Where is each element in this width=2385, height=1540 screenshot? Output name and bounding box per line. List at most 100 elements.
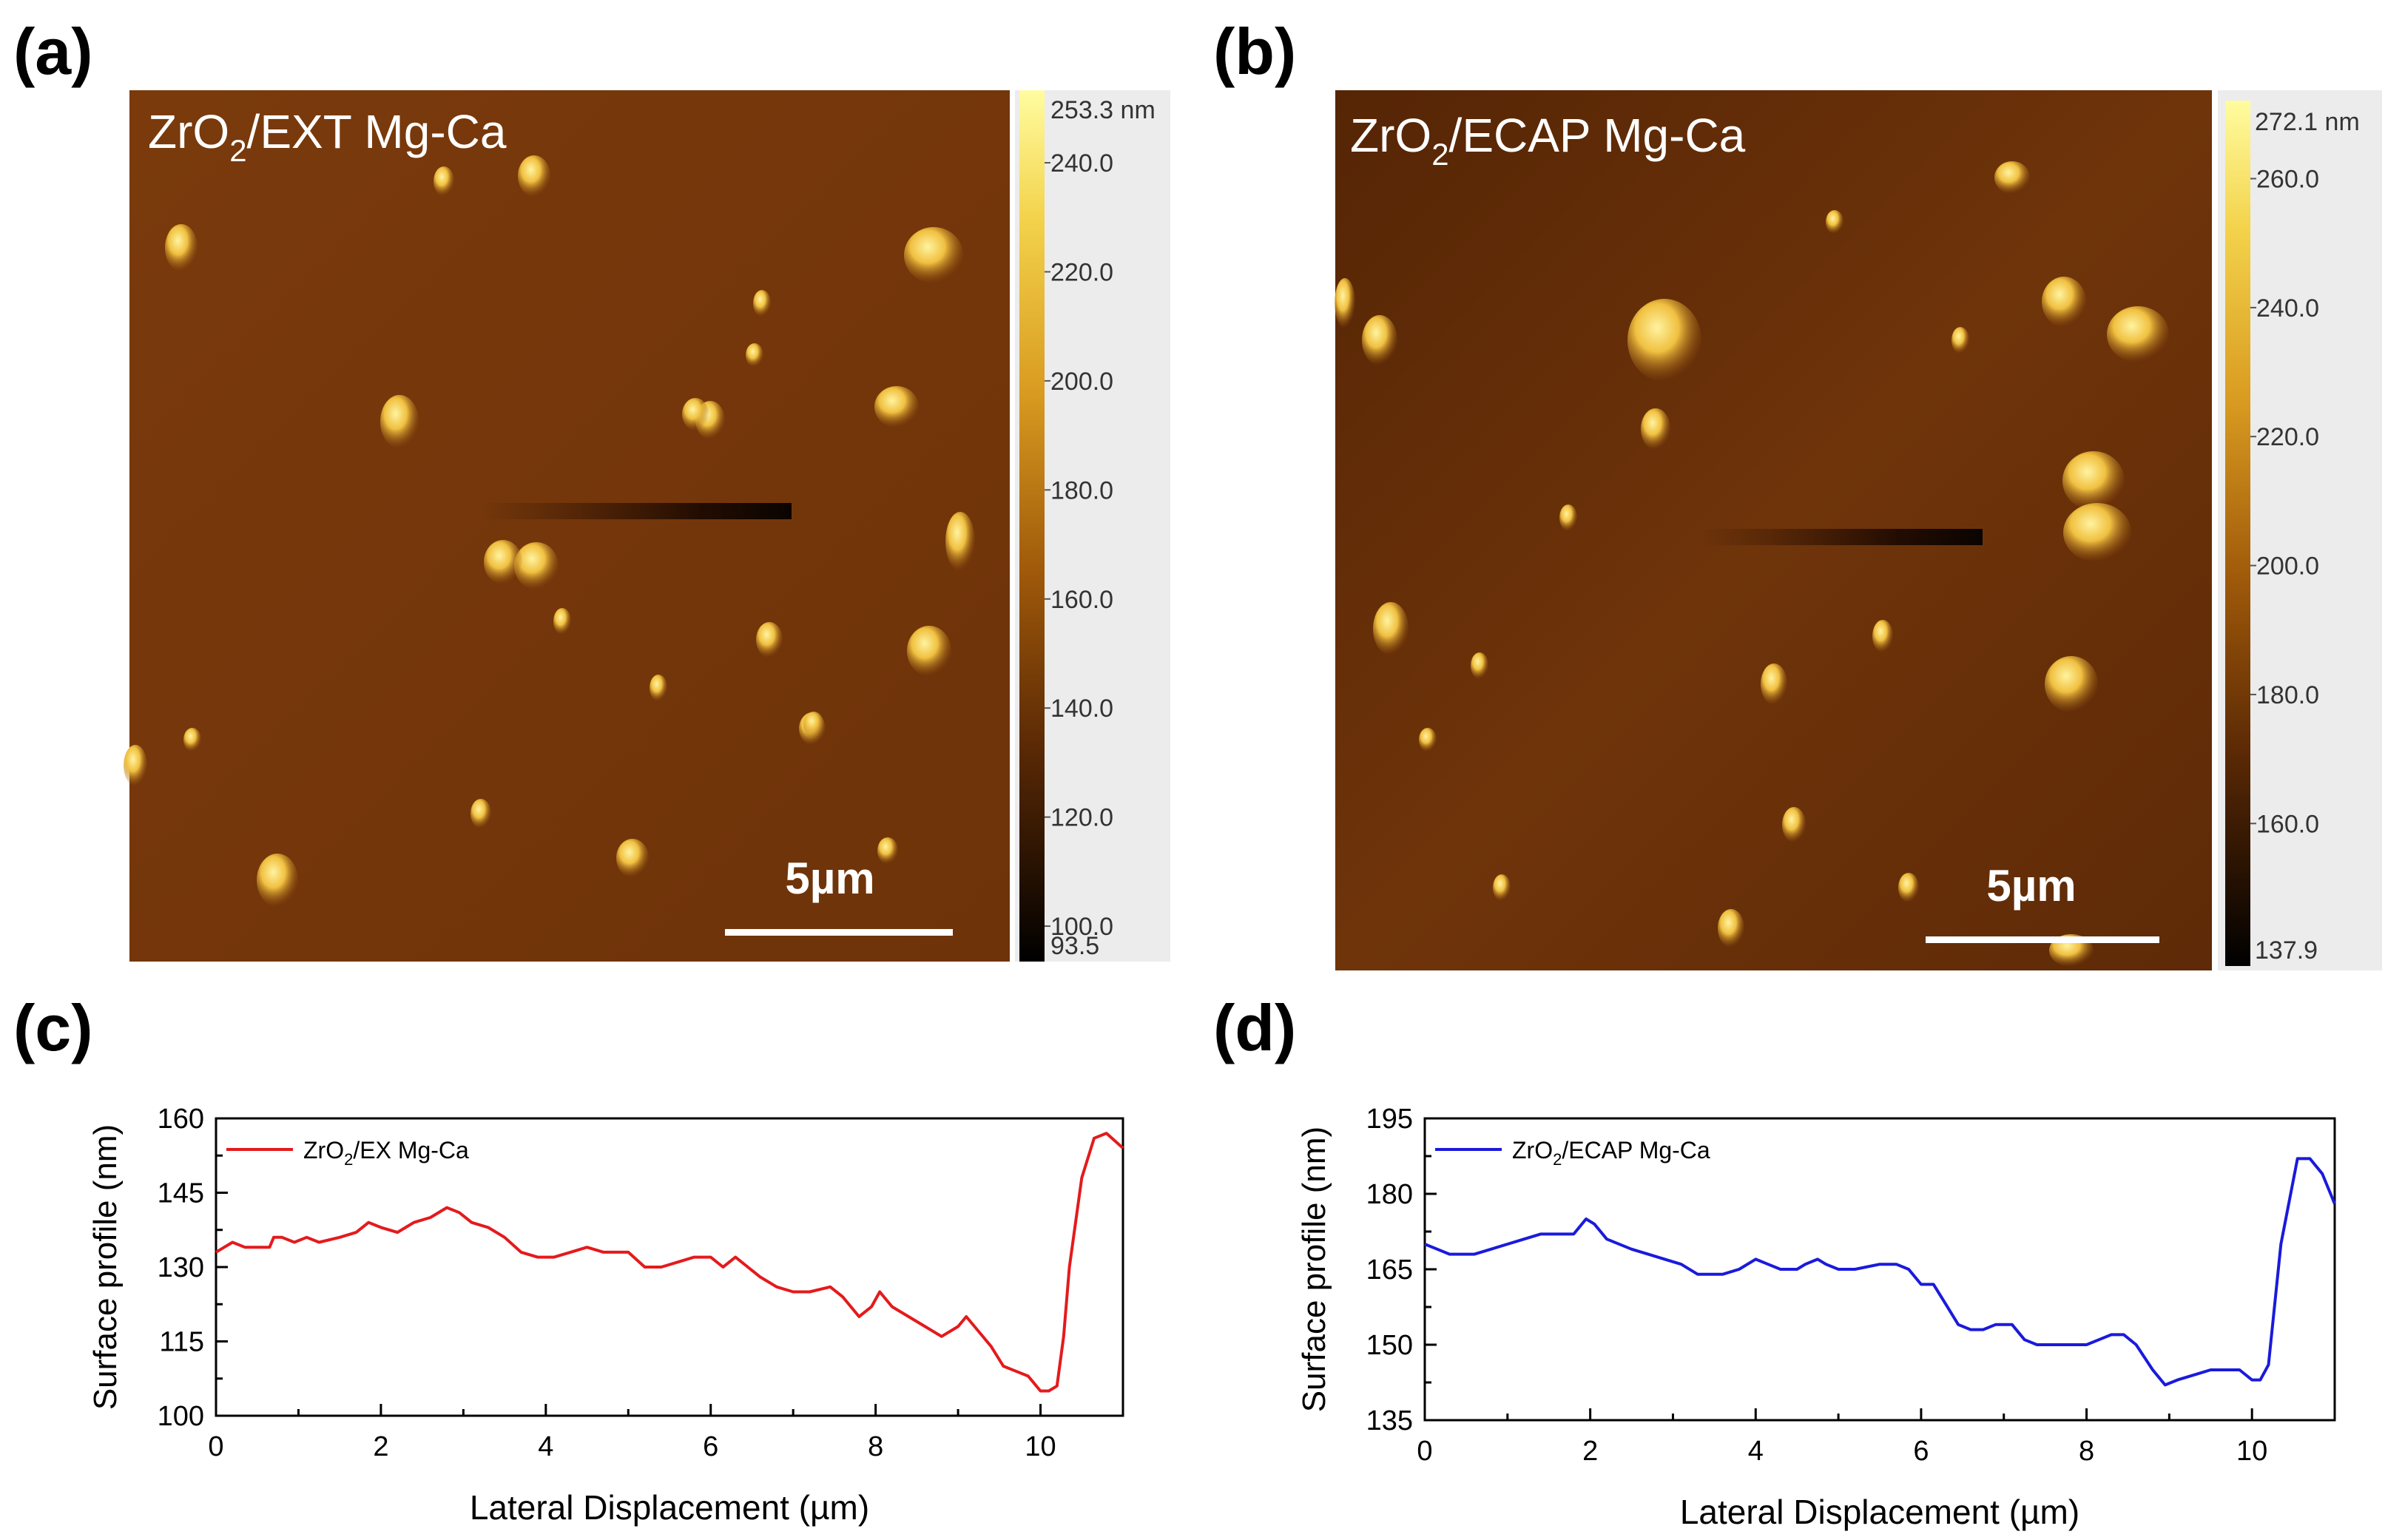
y-axis-label: Surface profile (nm) bbox=[1296, 1127, 1332, 1412]
afm-particle bbox=[470, 799, 491, 828]
profile-series-line bbox=[1424, 1157, 2336, 1387]
x-tick-label: 2 bbox=[373, 1431, 388, 1462]
colorbar-tick-label: 180.0 bbox=[2256, 681, 2319, 709]
afm-particle bbox=[1994, 161, 2030, 194]
scale-bar-label-b: 5µm bbox=[1986, 861, 2076, 911]
afm-particle bbox=[650, 675, 667, 701]
afm-particle bbox=[616, 839, 649, 877]
afm-particles-a bbox=[124, 155, 975, 907]
colorbar-tick-label: 120.0 bbox=[1050, 804, 1113, 832]
y-tick-label: 160 bbox=[158, 1104, 204, 1135]
afm-particle bbox=[553, 608, 571, 635]
afm-particle bbox=[945, 512, 975, 571]
afm-particle bbox=[1373, 602, 1409, 655]
afm-particle bbox=[165, 224, 198, 271]
x-tick-label: 0 bbox=[208, 1431, 223, 1462]
x-tick-label: 8 bbox=[868, 1431, 883, 1462]
x-tick-label: 6 bbox=[1913, 1436, 1929, 1467]
afm-particle bbox=[1362, 315, 1397, 365]
colorbar-tick-label: 220.0 bbox=[1050, 258, 1113, 286]
afm-particle bbox=[1559, 504, 1577, 531]
afm-particle bbox=[803, 712, 824, 738]
afm-particle bbox=[1782, 807, 1806, 842]
afm-particle bbox=[2063, 503, 2131, 562]
colorbar-tick-label: 200.0 bbox=[1050, 368, 1113, 396]
afm-particle bbox=[1951, 327, 1969, 354]
legend-entry-d: ZrO2/ECAP Mg-Ca bbox=[1512, 1137, 1710, 1169]
afm-particle bbox=[753, 290, 771, 317]
colorbar-tick-label: 220.0 bbox=[2256, 423, 2319, 451]
afm-particle bbox=[1872, 620, 1893, 652]
afm-particle bbox=[518, 155, 550, 197]
panel-label-d: (d) bbox=[1213, 991, 1296, 1064]
afm-particle bbox=[514, 542, 559, 590]
afm-particle bbox=[1826, 210, 1843, 234]
colorbar-tick-label: 160.0 bbox=[1050, 586, 1113, 614]
afm-particle bbox=[904, 227, 963, 283]
afm-particle bbox=[756, 622, 783, 658]
x-tick-label: 8 bbox=[2079, 1436, 2094, 1467]
colorbar-tick-label: 160.0 bbox=[2256, 810, 2319, 838]
afm-particle bbox=[484, 540, 522, 584]
y-tick-label: 100 bbox=[158, 1401, 204, 1432]
x-axis-label: Lateral Displacement (µm) bbox=[1680, 1493, 2079, 1531]
y-tick-label: 145 bbox=[158, 1178, 204, 1209]
afm-particle bbox=[124, 745, 147, 786]
afm-particle bbox=[907, 626, 951, 676]
y-tick-label: 165 bbox=[1366, 1254, 1413, 1286]
colorbar-b-min: 137.9 bbox=[2255, 936, 2318, 965]
afm-particle bbox=[2042, 277, 2086, 327]
colorbar-a-min: 93.5 bbox=[1050, 932, 1099, 960]
afm-image-a: ZrO2/EXT Mg-Ca 5µm bbox=[124, 90, 1010, 962]
afm-title-a: ZrO2/EXT Mg-Ca bbox=[148, 105, 507, 168]
colorbar-tick-label: 200.0 bbox=[2256, 553, 2319, 581]
afm-particle bbox=[2107, 306, 2169, 362]
afm-particle bbox=[1493, 874, 1511, 901]
x-tick-label: 0 bbox=[1417, 1436, 1432, 1467]
afm-particle bbox=[2045, 656, 2098, 712]
x-tick-label: 2 bbox=[1582, 1436, 1598, 1467]
colorbar-tick-label: 180.0 bbox=[1050, 476, 1113, 504]
afm-particle bbox=[1627, 299, 1701, 382]
afm-particle bbox=[877, 837, 898, 864]
afm-particle bbox=[1471, 652, 1488, 679]
scratch-mark-a bbox=[481, 503, 792, 519]
x-tick-label: 10 bbox=[1025, 1431, 1056, 1462]
y-tick-label: 150 bbox=[1366, 1330, 1413, 1361]
colorbar-tick-label: 240.0 bbox=[1050, 149, 1113, 178]
x-tick-label: 4 bbox=[538, 1431, 553, 1462]
colorbar-b-max: 272.1 nm bbox=[2255, 108, 2360, 136]
chart-d: 0 2 4 6 8 10 135 150 165 180 195 Lateral Displaceme… bbox=[1296, 1104, 2336, 1531]
afm-title-b: ZrO2/ECAP Mg-Ca bbox=[1350, 109, 1746, 172]
afm-particle bbox=[1761, 663, 1787, 705]
afm-particle bbox=[434, 166, 454, 196]
scale-bar-b bbox=[1926, 936, 2159, 943]
afm-particle bbox=[1718, 909, 1744, 948]
colorbar-tick-label: 100.0 bbox=[1050, 913, 1113, 941]
afm-particle bbox=[1335, 278, 1355, 328]
y-tick-label: 195 bbox=[1366, 1104, 1413, 1135]
panel-label-a: (a) bbox=[13, 15, 93, 88]
afm-particle bbox=[746, 343, 763, 367]
legend-entry-c: ZrO2/EX Mg-Ca bbox=[303, 1137, 469, 1169]
afm-particle bbox=[1419, 728, 1437, 752]
y-tick-label: 130 bbox=[158, 1252, 204, 1283]
afm-particle bbox=[2062, 451, 2125, 510]
y-tick-label: 135 bbox=[1366, 1405, 1413, 1436]
colorbar-a-max: 253.3 nm bbox=[1050, 96, 1156, 124]
colorbar-tick-label: 240.0 bbox=[2256, 294, 2319, 322]
afm-particle bbox=[1898, 873, 1919, 902]
panel-label-c: (c) bbox=[13, 991, 93, 1064]
afm-particle bbox=[183, 728, 201, 752]
x-axis-label: Lateral Displacement (µm) bbox=[470, 1488, 869, 1527]
y-tick-label: 180 bbox=[1366, 1179, 1413, 1210]
colorbar-tick-label: 140.0 bbox=[1050, 695, 1113, 723]
x-tick-label: 10 bbox=[2236, 1436, 2267, 1467]
afm-particle bbox=[874, 386, 919, 428]
panel-label-b: (b) bbox=[1213, 15, 1296, 88]
chart-c: 0 2 4 6 8 10 100 115 130 145 160 Lateral Displaceme… bbox=[87, 1104, 1124, 1527]
scale-bar-label-a: 5µm bbox=[785, 854, 874, 903]
afm-particle bbox=[257, 854, 298, 907]
